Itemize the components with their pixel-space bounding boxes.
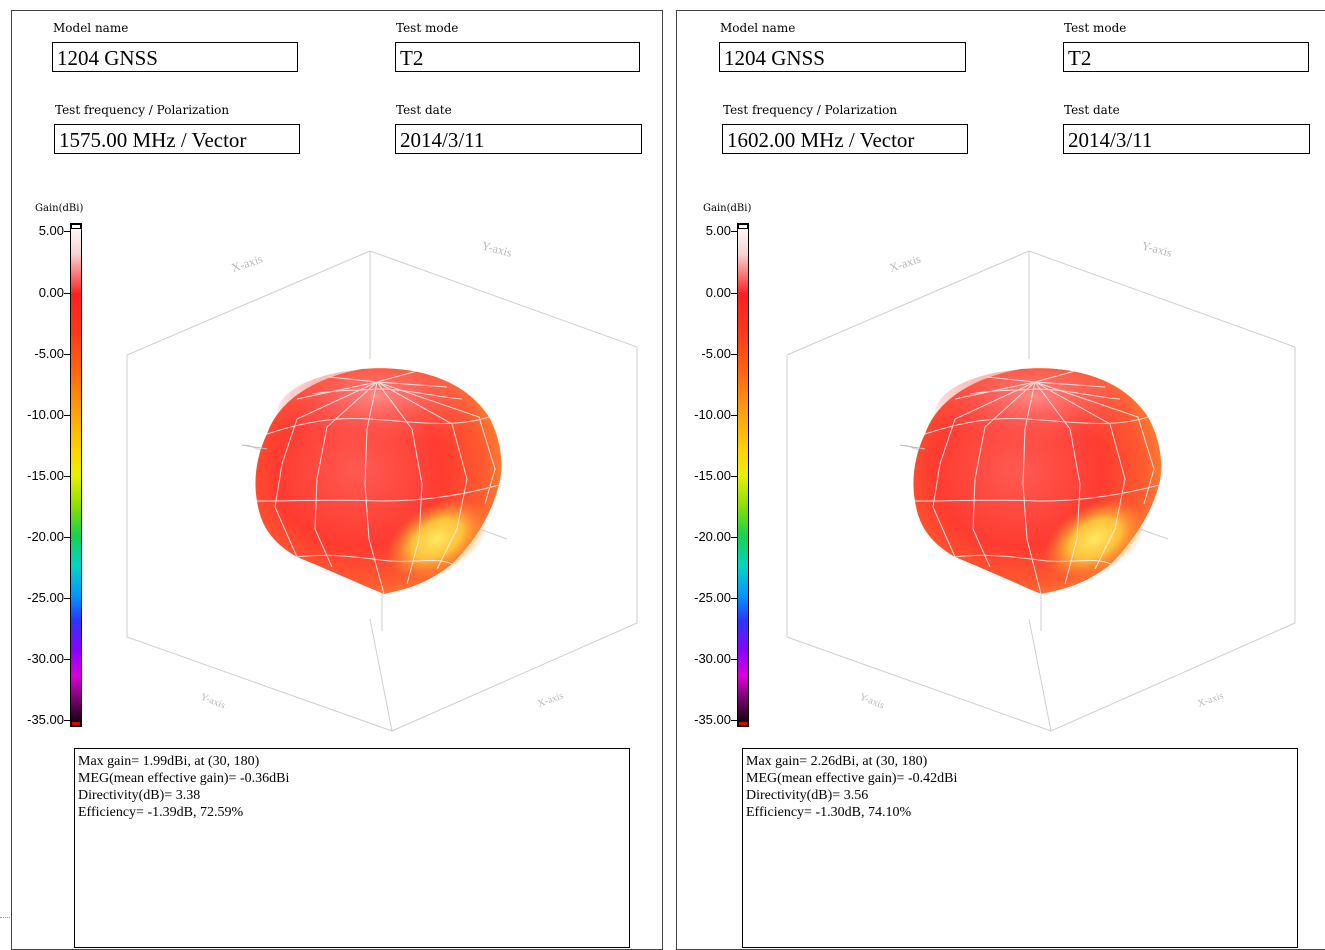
gain-tick: -10.00 (12, 407, 64, 422)
efficiency-text: Efficiency= -1.39dB, 72.59% (78, 804, 625, 821)
pattern-panel-left: Model name 1204 GNSS Test mode T2 Test f… (11, 10, 663, 950)
meg-text: MEG(mean effective gain)= -0.36dBi (78, 770, 625, 787)
test-mode-field: T2 (1063, 42, 1309, 72)
scale-top-cap (738, 224, 748, 229)
gain-tick: -15.00 (679, 468, 731, 483)
pattern-panel-right: Model name 1204 GNSS Test mode T2 Test f… (676, 10, 1325, 950)
gain-tick: -30.00 (12, 651, 64, 666)
pattern-surface (242, 368, 502, 596)
frequency-polarization-label: Test frequency / Polarization (723, 103, 897, 117)
gain-tick: -25.00 (679, 590, 731, 605)
gain-tick: -25.00 (12, 590, 64, 605)
model-name-field: 1204 GNSS (52, 42, 298, 72)
gain-tick: 5.00 (679, 223, 731, 238)
frequency-polarization-field: 1575.00 MHz / Vector (54, 124, 300, 154)
directivity-text: Directivity(dB)= 3.56 (746, 787, 1293, 804)
model-name-label: Model name (53, 21, 128, 35)
gain-tick: 0.00 (12, 285, 64, 300)
frequency-polarization-label: Test frequency / Polarization (55, 103, 229, 117)
y-axis-label-bottom: Y-axis (858, 692, 886, 712)
gain-tick: -30.00 (679, 651, 731, 666)
y-axis-label: Y-axis (1140, 239, 1174, 260)
gain-tick: -15.00 (12, 468, 64, 483)
test-date-field: 2014/3/11 (395, 124, 642, 154)
frequency-polarization-field: 1602.00 MHz / Vector (722, 124, 968, 154)
scale-bottom-cap (71, 721, 81, 726)
gain-statistics-box: Max gain= 2.26dBi, at (30, 180) MEG(mean… (742, 748, 1298, 948)
pattern-surface (900, 368, 1161, 596)
gain-statistics-box: Max gain= 1.99dBi, at (30, 180) MEG(mean… (74, 748, 630, 948)
gain-color-scale (737, 223, 749, 727)
max-gain-text: Max gain= 1.99dBi, at (30, 180) (78, 753, 625, 770)
y-axis-label-bottom: Y-axis (199, 692, 227, 712)
y-axis-label: Y-axis (480, 239, 514, 260)
test-date-label: Test date (396, 103, 452, 117)
x-axis-label-bottom: X-axis (536, 690, 565, 709)
meg-text: MEG(mean effective gain)= -0.42dBi (746, 770, 1293, 787)
efficiency-text: Efficiency= -1.30dB, 74.10% (746, 804, 1293, 821)
scale-bottom-cap (738, 721, 748, 726)
gain-tick: -35.00 (12, 712, 64, 727)
gain-tick: -10.00 (679, 407, 731, 422)
x-axis-label: X-axis (888, 252, 923, 275)
test-mode-label: Test mode (1064, 21, 1126, 35)
gain-scale-title: Gain(dBi) (703, 203, 751, 214)
model-name-field: 1204 GNSS (719, 42, 966, 72)
gain-tick: -35.00 (679, 712, 731, 727)
x-axis-label-bottom: X-axis (1196, 690, 1225, 709)
test-mode-field: T2 (395, 42, 640, 72)
gain-scale-title: Gain(dBi) (35, 203, 83, 214)
scale-top-cap (71, 224, 81, 229)
test-date-field: 2014/3/11 (1063, 124, 1310, 154)
gain-tick: -5.00 (679, 346, 731, 361)
gain-tick: -5.00 (12, 346, 64, 361)
model-name-label: Model name (720, 21, 795, 35)
max-gain-text: Max gain= 2.26dBi, at (30, 180) (746, 753, 1293, 770)
3d-radiation-pattern: X-axis Y-axis Y-axis X-axis (107, 239, 647, 739)
gain-tick: 0.00 (679, 285, 731, 300)
3d-radiation-pattern: X-axis Y-axis Y-axis X-axis (773, 239, 1313, 739)
x-axis-label: X-axis (230, 252, 265, 275)
gain-tick: -20.00 (12, 529, 64, 544)
test-mode-label: Test mode (396, 21, 458, 35)
gain-color-scale (70, 223, 82, 727)
test-date-label: Test date (1064, 103, 1120, 117)
directivity-text: Directivity(dB)= 3.38 (78, 787, 625, 804)
gain-tick: 5.00 (12, 223, 64, 238)
gain-tick: -20.00 (679, 529, 731, 544)
